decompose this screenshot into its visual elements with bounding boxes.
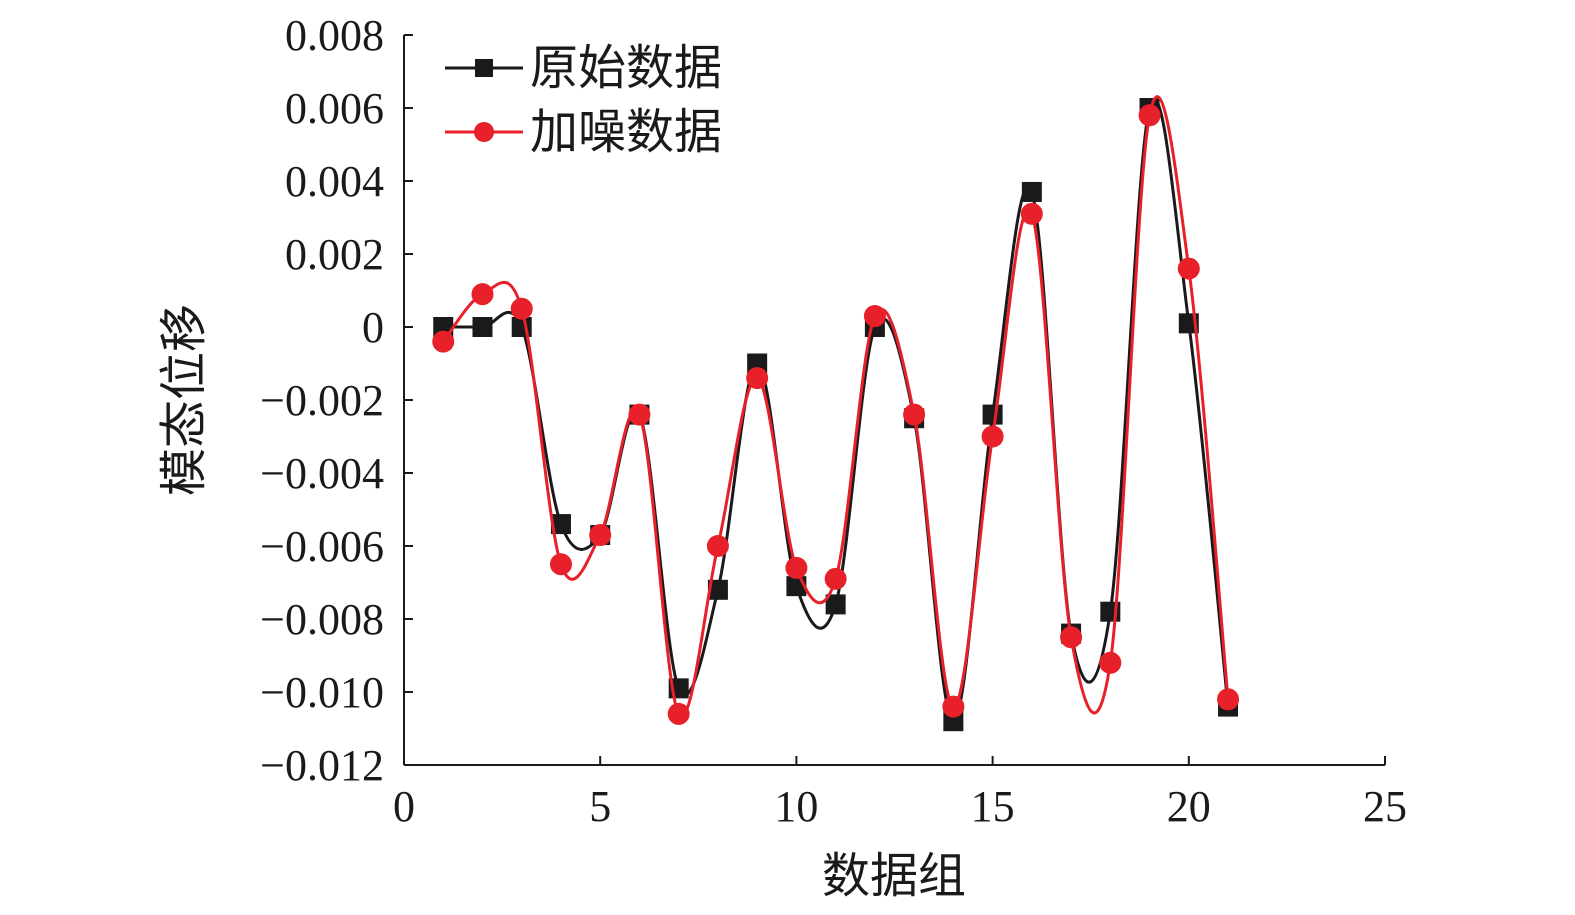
x-tick-label: 10 xyxy=(774,782,818,831)
data-point xyxy=(785,556,808,579)
y-tick-label: 0.002 xyxy=(285,230,384,279)
data-point xyxy=(550,514,571,535)
series-1 xyxy=(432,95,1240,725)
series-line xyxy=(442,95,1230,718)
data-point xyxy=(903,403,926,426)
data-point xyxy=(863,305,886,328)
legend-label-original: 原始数据 xyxy=(530,42,722,95)
data-point xyxy=(707,579,728,600)
legend-item-original: 原始数据 xyxy=(445,42,722,95)
y-tick-label: 0.008 xyxy=(285,11,384,60)
x-tick-label: 20 xyxy=(1167,782,1211,831)
data-point xyxy=(667,702,690,725)
y-axis-title: 模态位移 xyxy=(158,304,211,496)
x-tick-label: 5 xyxy=(589,782,611,831)
y-ticks: 0.008 0.006 0.004 0.002 0 −0.002 −0.004 −0.006 −… xyxy=(260,11,413,790)
data-point xyxy=(706,535,729,557)
data-point xyxy=(981,425,1004,448)
data-point xyxy=(746,367,769,390)
data-point xyxy=(1217,688,1240,711)
legend-item-noisy: 加噪数据 xyxy=(445,106,722,159)
y-tick-label: −0.010 xyxy=(260,668,384,717)
y-tick-label: −0.006 xyxy=(260,522,384,571)
x-tick-label: 25 xyxy=(1363,782,1407,831)
data-point xyxy=(472,317,493,337)
x-ticks: 0 5 10 15 20 25 xyxy=(393,756,1407,831)
data-point xyxy=(432,330,455,353)
data-point xyxy=(1021,181,1042,202)
data-point xyxy=(1020,202,1043,225)
data-point xyxy=(1060,626,1083,649)
legend: 原始数据 加噪数据 xyxy=(445,42,722,159)
legend-swatch-marker-noisy xyxy=(474,122,494,142)
data-point xyxy=(510,297,533,320)
x-tick-label: 0 xyxy=(393,782,415,831)
series-line xyxy=(443,97,1230,723)
y-tick-label: −0.012 xyxy=(260,741,384,790)
data-point xyxy=(1099,651,1122,674)
series-0 xyxy=(433,97,1239,732)
data-point xyxy=(1138,104,1161,127)
data-point xyxy=(982,404,1003,425)
legend-swatch-marker-original xyxy=(475,59,493,77)
series-layer xyxy=(432,95,1240,732)
y-tick-label: 0.004 xyxy=(285,157,384,206)
data-point xyxy=(549,553,572,576)
x-axis-title: 数据组 xyxy=(822,850,966,903)
data-point xyxy=(511,317,532,337)
data-point xyxy=(589,524,612,547)
y-tick-label: 0.006 xyxy=(285,84,384,133)
y-tick-label: −0.002 xyxy=(260,376,384,425)
y-tick-label: 0 xyxy=(362,303,384,352)
y-tick-label: −0.004 xyxy=(260,449,384,498)
legend-label-noisy: 加噪数据 xyxy=(530,106,722,159)
y-tick-label: −0.008 xyxy=(260,595,384,644)
data-point xyxy=(1177,257,1200,280)
data-point xyxy=(825,594,846,615)
data-point xyxy=(942,695,965,718)
data-point xyxy=(824,567,847,590)
data-point xyxy=(471,283,494,306)
x-tick-label: 15 xyxy=(971,782,1015,831)
data-point xyxy=(628,403,651,426)
